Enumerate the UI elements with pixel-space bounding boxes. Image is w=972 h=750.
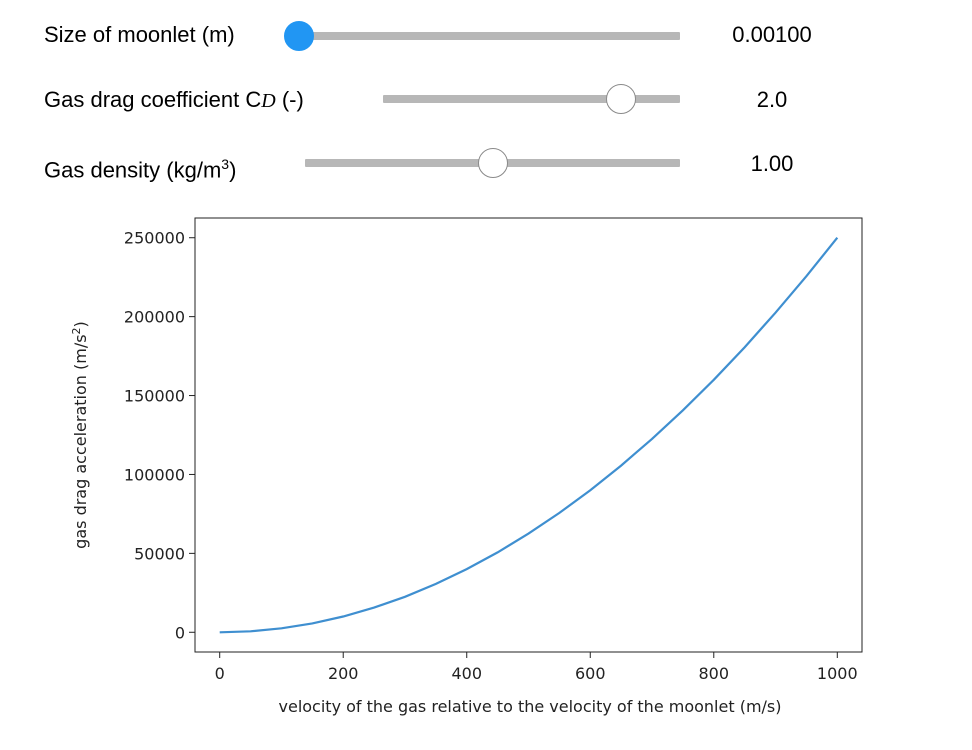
x-tick-label: 600 [575, 664, 606, 683]
y-tick-label: 250000 [124, 229, 185, 248]
moonlet-size-slider-track[interactable] [300, 32, 680, 40]
gas-density-label-suffix: ) [229, 157, 237, 183]
y-tick-label: 200000 [124, 308, 185, 327]
y-axis-label-sup: 2 [70, 327, 83, 334]
drag-coefficient-slider-track[interactable] [383, 95, 680, 103]
moonlet-size-label: Size of moonlet (m) [44, 22, 235, 47]
gas-density-label-sup: 3 [221, 156, 230, 172]
moonlet-size-slider-handle[interactable] [284, 21, 314, 51]
gas-density-slider-handle[interactable] [478, 148, 508, 178]
moonlet-size-value: 0.00100 [732, 22, 812, 47]
x-axis-label: velocity of the gas relative to the velo… [279, 697, 782, 716]
x-tick-label: 0 [215, 664, 225, 683]
y-axis-label-text: gas drag acceleration (m/s [71, 334, 90, 548]
drag-coefficient-label-text: Gas drag coefficient C [44, 87, 262, 112]
gas-density-label: Gas density (kg/m3) [44, 151, 236, 183]
y-axis-ticks: 0 50000 100000 150000 200000 250000 [124, 229, 195, 642]
y-tick-label: 150000 [124, 387, 185, 406]
x-tick-label: 400 [451, 664, 482, 683]
drag-coefficient-value: 2.0 [756, 87, 788, 112]
x-tick-label: 1000 [817, 664, 858, 683]
drag-coefficient-label: Gas drag coefficient CD (-) [44, 87, 304, 114]
y-tick-label: 50000 [134, 544, 185, 563]
plot-area-frame [194, 217, 863, 653]
drag-coefficient-subscript: D [261, 90, 276, 112]
drag-coefficient-label-suffix: (-) [275, 87, 304, 112]
gas-density-value: 1.00 [750, 151, 794, 176]
y-tick-label: 100000 [124, 465, 185, 484]
drag-coefficient-slider-handle[interactable] [606, 84, 636, 114]
y-axis-label: gas drag acceleration (m/s2) [70, 321, 91, 549]
acceleration-curve [219, 237, 839, 634]
gas-density-label-text: Gas density (kg/m [44, 157, 222, 183]
x-axis-ticks: 0 200 400 600 800 1000 [215, 652, 858, 683]
y-tick-label: 0 [175, 623, 185, 642]
x-tick-label: 800 [699, 664, 730, 683]
y-axis-label-suffix: ) [71, 321, 90, 327]
x-tick-label: 200 [328, 664, 359, 683]
